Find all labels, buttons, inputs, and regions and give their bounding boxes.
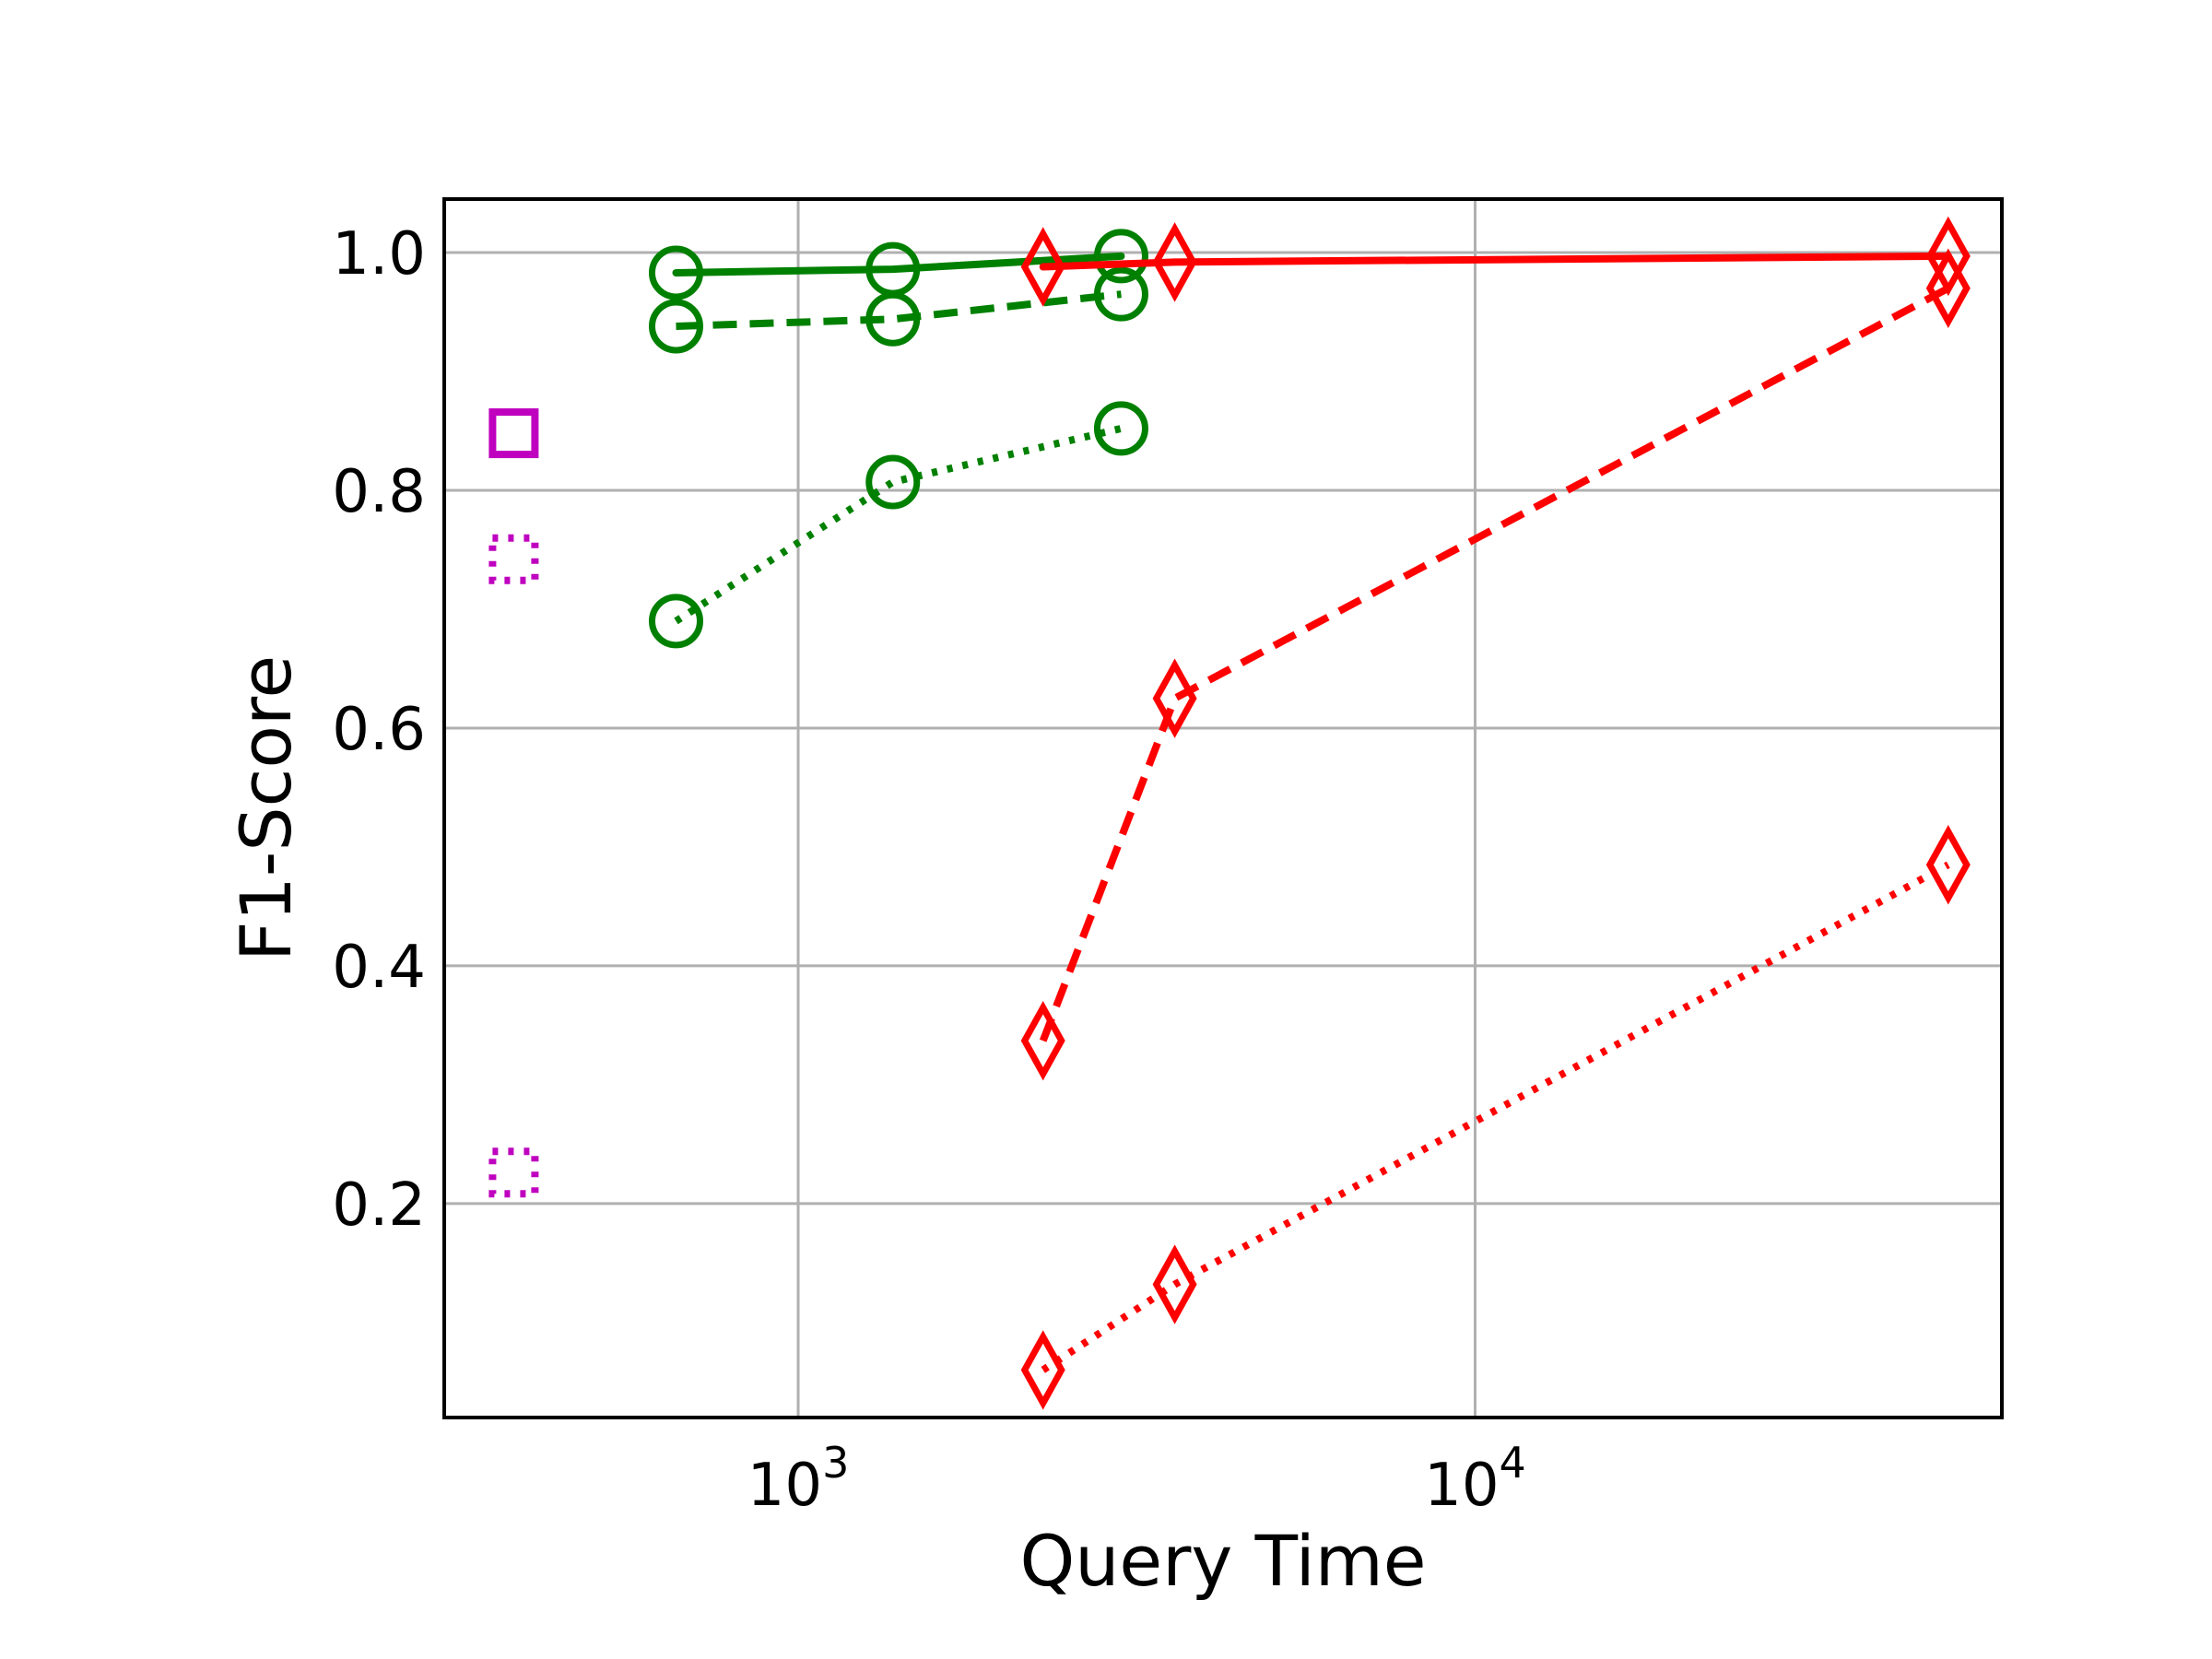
series-5-point-2 bbox=[1925, 825, 1971, 905]
series-5-point-1 bbox=[1152, 1244, 1197, 1324]
series-2-point-0 bbox=[648, 594, 703, 649]
y-axis-label: F1-Score bbox=[225, 655, 307, 961]
series-0-point-2 bbox=[1093, 229, 1148, 284]
series-2 bbox=[648, 401, 1148, 649]
series-3-point-0 bbox=[1020, 227, 1065, 307]
plot-frame bbox=[442, 197, 2004, 1419]
series-8-point-0 bbox=[488, 1147, 539, 1198]
y-tick-label-4: 1.0 bbox=[332, 220, 426, 288]
series-1-point-2 bbox=[1093, 266, 1148, 322]
series-4-point-0 bbox=[1020, 1000, 1065, 1081]
y-tick-label-1: 0.4 bbox=[332, 934, 426, 1002]
series-7 bbox=[488, 534, 539, 584]
series-1 bbox=[648, 266, 1148, 354]
series-1-point-0 bbox=[648, 299, 703, 354]
series-4 bbox=[1020, 248, 1971, 1081]
series-8 bbox=[488, 1147, 539, 1198]
y-tick-label-2: 0.6 bbox=[332, 696, 426, 764]
x-axis-label: Query Time bbox=[1019, 1520, 1426, 1602]
series-3 bbox=[1020, 216, 1971, 307]
series-6 bbox=[488, 408, 539, 459]
series-5 bbox=[1020, 825, 1971, 1410]
series-2-point-1 bbox=[865, 454, 921, 510]
series-4-point-1 bbox=[1152, 658, 1197, 738]
series-0 bbox=[648, 229, 1148, 300]
series-6-point-0 bbox=[488, 408, 539, 459]
series-3-line bbox=[1039, 252, 1952, 271]
series-0-point-0 bbox=[648, 245, 703, 300]
series-5-point-0 bbox=[1020, 1330, 1065, 1410]
series-3-point-2 bbox=[1925, 216, 1971, 297]
series-1-point-1 bbox=[865, 291, 921, 347]
series-3-point-1 bbox=[1152, 222, 1197, 302]
x-tick-label-0: 103 bbox=[747, 1438, 850, 1520]
x-tick-labels: 103 104 bbox=[747, 1438, 1526, 1520]
series-2-point-2 bbox=[1093, 401, 1148, 456]
grid bbox=[444, 199, 2002, 1418]
y-tick-label-3: 0.8 bbox=[332, 458, 426, 526]
series-7-point-0 bbox=[488, 534, 539, 584]
series-0-line bbox=[672, 252, 1125, 276]
y-tick-labels: 0.2 0.4 0.6 0.8 1.0 bbox=[332, 220, 426, 1240]
series-4-point-2 bbox=[1925, 248, 1971, 328]
series-layer bbox=[488, 216, 1971, 1410]
x-tick-label-1: 104 bbox=[1424, 1438, 1526, 1520]
y-tick-label-0: 0.2 bbox=[332, 1171, 426, 1240]
series-4-line bbox=[1039, 285, 1950, 1042]
series-5-line bbox=[1041, 861, 1950, 1373]
